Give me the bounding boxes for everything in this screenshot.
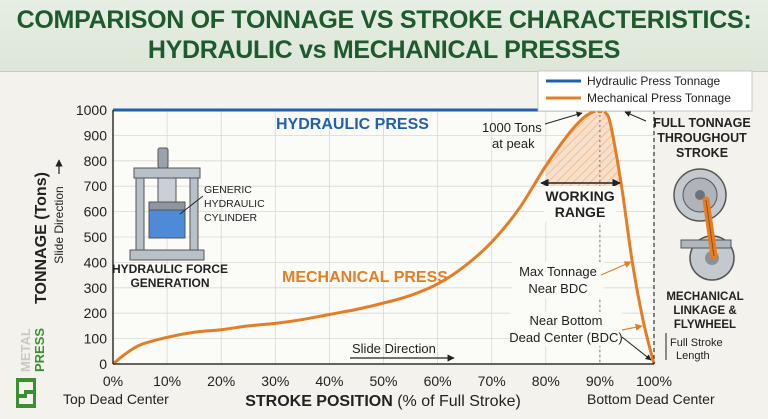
full-tonnage-arrow xyxy=(624,111,647,122)
x-tick-label: 20% xyxy=(207,373,235,389)
working-range-label-2: RANGE xyxy=(555,204,606,220)
chart-title-line-2: HYDRAULIC vs MECHANICAL PRESSES xyxy=(147,36,621,64)
full-stroke-line-2: Length xyxy=(676,350,710,362)
legend-label-mechanical: Mechanical Press Tonnage xyxy=(587,91,731,105)
y-tick-label: 400 xyxy=(84,254,108,270)
near-bdc-arrow-2 xyxy=(621,336,652,361)
working-range-label-bg xyxy=(544,186,616,222)
y-tick-label: 900 xyxy=(84,127,108,143)
top-dead-center-label: Top Dead Center xyxy=(63,391,169,407)
working-range-label-1: WORKING xyxy=(545,188,614,204)
peak-label-line-2: at peak xyxy=(492,136,535,151)
flywheel-icon xyxy=(673,168,735,281)
full-tonnage-line-3: STROKE xyxy=(676,146,728,160)
y-tick-label: 0 xyxy=(99,356,107,372)
x-tick-label: 100% xyxy=(636,373,672,389)
x-tick-label: 30% xyxy=(261,373,289,389)
max-tonnage-line-2: Near BDC xyxy=(528,281,587,296)
y-tick-label: 300 xyxy=(84,280,108,296)
cylinder-label-2: HYDRAULIC xyxy=(204,198,265,210)
max-tonnage-arrow xyxy=(600,261,632,276)
logo-text-1: METAL xyxy=(18,328,33,372)
working-range-hatch xyxy=(545,110,627,187)
near-bdc-label-bg xyxy=(510,312,622,346)
x-tick-label: 40% xyxy=(315,373,343,389)
chart-title-line-1: COMPARISON OF TONNAGE VS STROKE CHARACTE… xyxy=(16,6,752,34)
hydraulic-press-icon xyxy=(129,147,205,261)
y-tick-label: 700 xyxy=(84,178,108,194)
x-tick-label: 70% xyxy=(478,373,506,389)
max-tonnage-line-1: Max Tonnage xyxy=(519,264,597,279)
y-axis-title: TONNAGE (Tons) xyxy=(33,172,50,304)
title-banner: COMPARISON OF TONNAGE VS STROKE CHARACTE… xyxy=(0,0,768,72)
mechanical-series-line xyxy=(112,108,656,366)
x-tick-label: 10% xyxy=(153,373,181,389)
x-tick-label: 0% xyxy=(103,373,123,389)
full-stroke-line-1: Full Stroke xyxy=(670,337,723,349)
logo-text-2: PRESS xyxy=(32,328,47,372)
legend-box xyxy=(537,70,753,112)
y-tick-label: 800 xyxy=(84,153,108,169)
slide-direction-label: Slide Direction xyxy=(352,341,436,356)
y-tick-label: 600 xyxy=(84,204,108,220)
mech-linkage-label-3: FLYWHEEL xyxy=(674,319,736,331)
max-tonnage-label-bg xyxy=(512,262,604,298)
x-tick-label: 80% xyxy=(532,373,560,389)
cylinder-label-3: CYLINDER xyxy=(204,212,258,224)
hydraulic-force-label-1: HYDRAULIC FORCE xyxy=(112,262,228,276)
y-tick-label: 100 xyxy=(84,331,108,347)
y-tick-label: 1000 xyxy=(76,102,107,118)
peak-label-line-1: 1000 Tons xyxy=(482,120,542,135)
x-tick-label: 90% xyxy=(586,373,614,389)
mech-linkage-label-1: MECHANICAL xyxy=(666,291,743,303)
legend-label-hydraulic: Hydraulic Press Tonnage xyxy=(587,74,721,88)
x-axis-title-bold: STROKE POSITION xyxy=(245,393,393,410)
y-tick-label: 200 xyxy=(84,305,108,321)
cylinder-label-1: GENERIC xyxy=(204,184,252,196)
hydraulic-force-label-2: GENERATION xyxy=(130,276,209,290)
mech-linkage-label-2: LINKAGE & xyxy=(673,305,736,317)
x-tick-label: 60% xyxy=(424,373,452,389)
near-bdc-line-2: Dead Center (BDC) xyxy=(509,330,622,345)
metal-press-logo: METAL PRESS xyxy=(16,328,47,408)
x-axis-title: STROKE POSITION (% of Full Stroke) xyxy=(245,393,521,410)
hydraulic-press-label: HYDRAULIC PRESS xyxy=(276,116,429,133)
bottom-dead-center-label: Bottom Dead Center xyxy=(587,391,715,407)
tick-labels: 0 100 200 300 400 500 600 700 800 900 1000 0% 10% 20%… xyxy=(76,102,672,389)
y-axis-subtitle: Slide Direction xyxy=(52,186,66,263)
y-tick-label: 500 xyxy=(84,229,108,245)
x-tick-label: 50% xyxy=(369,373,397,389)
peak-arrow xyxy=(544,111,583,125)
near-bdc-line-1: Near Bottom xyxy=(530,313,603,328)
full-tonnage-line-2: THROUGHOUT xyxy=(657,131,747,145)
mechanical-press-label: MECHANICAL PRESS xyxy=(282,269,448,286)
full-tonnage-line-1: FULL TONNAGE xyxy=(653,116,750,130)
x-axis-title-rest: (% of Full Stroke) xyxy=(393,393,521,410)
near-bdc-arrow-1 xyxy=(621,323,643,331)
legend: Hydraulic Press Tonnage Mechanical Press… xyxy=(537,70,753,112)
